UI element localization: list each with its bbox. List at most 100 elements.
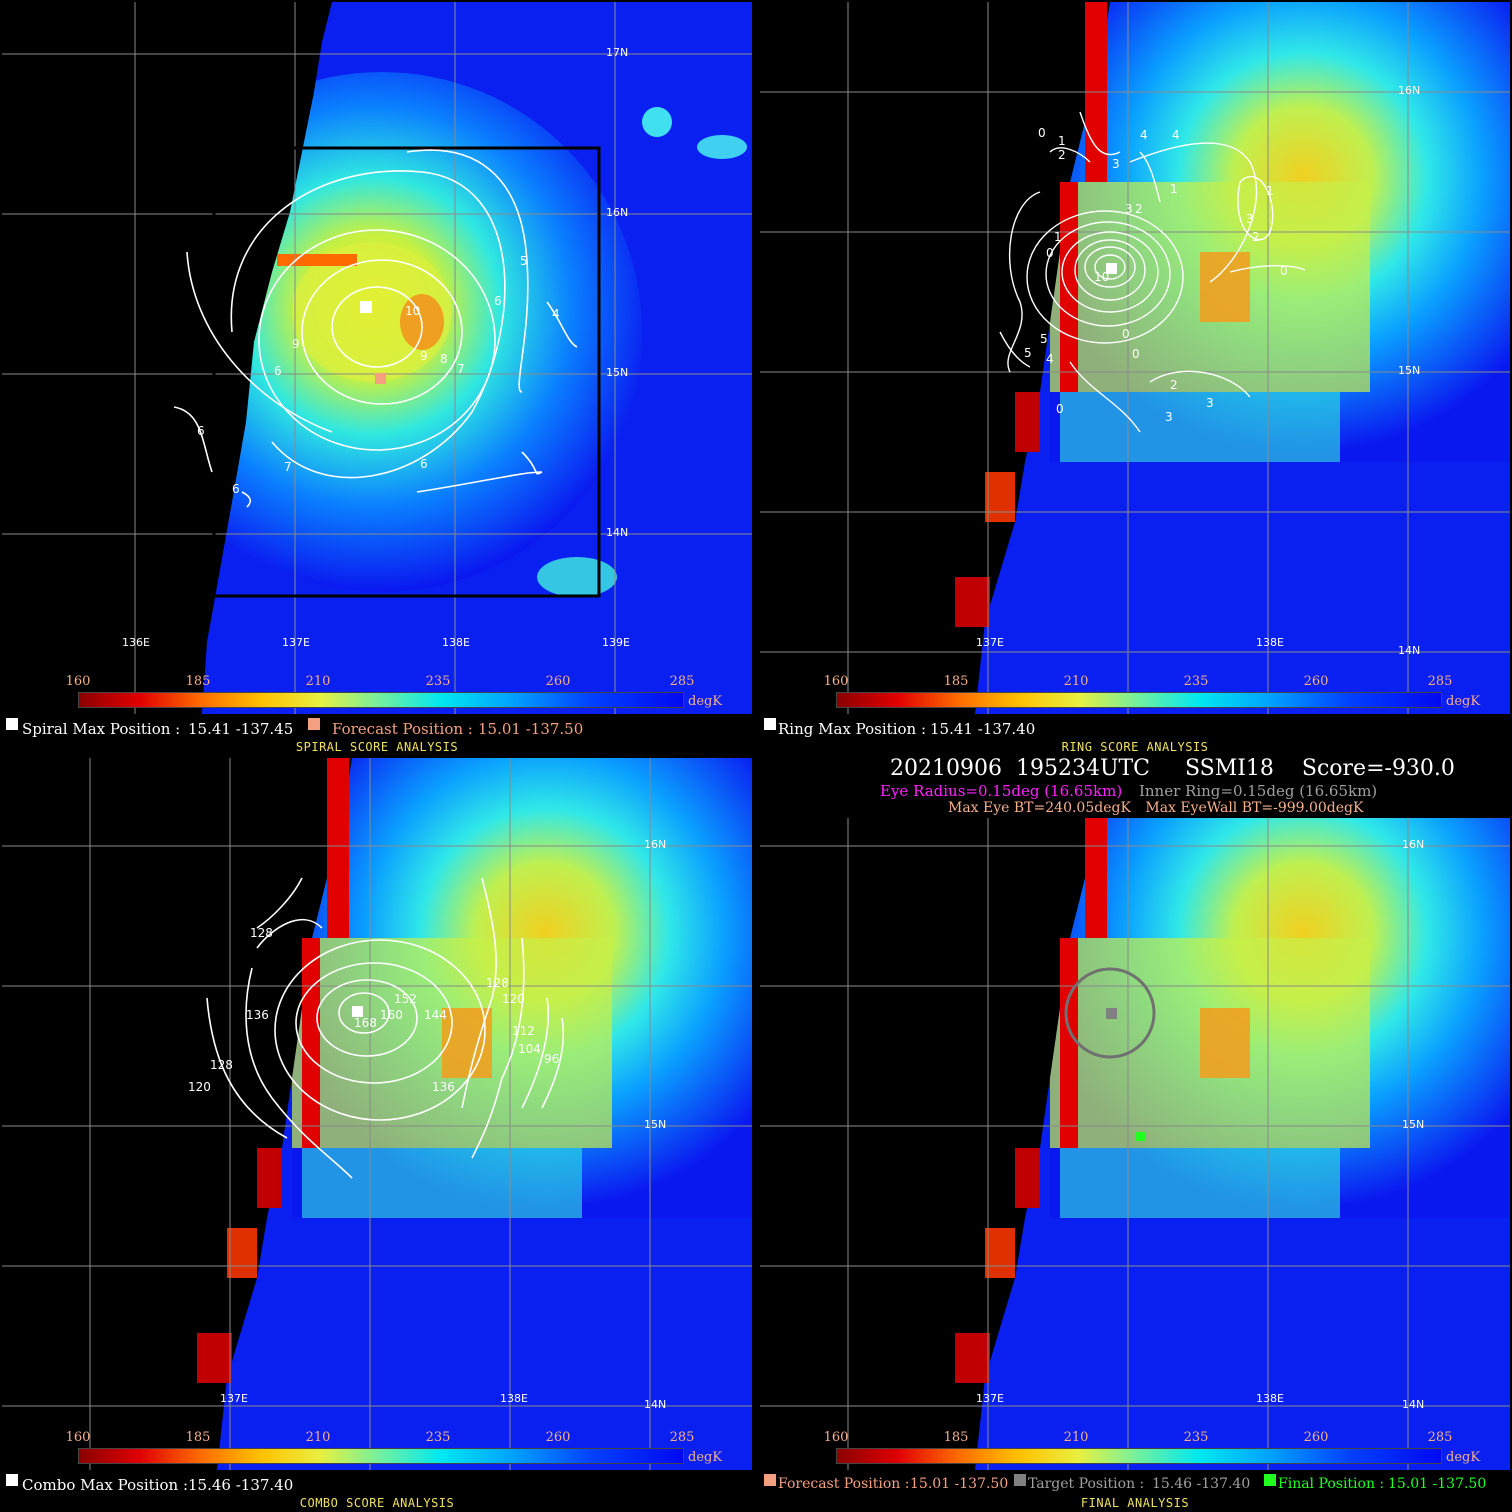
lon-label: 138E — [1256, 1392, 1284, 1405]
target-marker — [1106, 1008, 1117, 1019]
forecast-legend-square — [308, 718, 320, 730]
contour-label: 0 — [1132, 347, 1140, 361]
contour-label: 0 — [1038, 126, 1046, 140]
colorbar-tick: 285 — [1427, 674, 1453, 689]
lon-label: 139E — [602, 636, 630, 649]
colorbar-ticks: 160 185 210 235 260 285 — [760, 1430, 1510, 1446]
lon-label: 138E — [500, 1392, 528, 1405]
contour-label: 4 — [552, 307, 560, 321]
contour-label: 144 — [424, 1008, 447, 1022]
forecast-label: Forecast Position : — [778, 1476, 910, 1492]
contour-label: 128 — [250, 926, 273, 940]
contour-label: 2 — [1170, 378, 1178, 392]
spiral-max-label: Spiral Max Position : — [22, 720, 181, 738]
colorbar-tick: 210 — [305, 1430, 331, 1445]
spiral-info-bar: Spiral Max Position : 15.41 -137.45 Fore… — [2, 714, 752, 752]
forecast-legend-square — [764, 1474, 776, 1486]
lat-label: 14N — [1398, 644, 1421, 657]
contour-label: 152 — [394, 992, 417, 1006]
combo-map — [2, 758, 752, 1470]
colorbar-unit: degK — [1446, 694, 1481, 709]
contour-label: 128 — [486, 976, 509, 990]
forecast-label: Forecast Position : — [332, 720, 473, 738]
contour-label: 120 — [502, 992, 525, 1006]
contour-label: 7 — [284, 460, 292, 474]
panel-title: COMBO SCORE ANALYSIS — [299, 1496, 455, 1508]
lon-label: 137E — [976, 1392, 1004, 1405]
contour-label: 3 — [1165, 410, 1173, 424]
contour-label: 5 — [1040, 332, 1048, 346]
final-label: Final Position : — [1278, 1476, 1385, 1492]
contour-label: 1 — [1266, 184, 1274, 198]
inner-ring-circle — [1064, 967, 1156, 1059]
colorbar-tick: 160 — [823, 1430, 849, 1445]
contour-label: 5 — [1024, 346, 1032, 360]
colorbar-tick: 235 — [425, 674, 451, 689]
combo-max-label: Combo Max Position : — [22, 1476, 189, 1494]
colorbar-ticks: 160 185 210 235 260 285 — [2, 674, 752, 690]
colorbar-tick: 235 — [425, 1430, 451, 1445]
final-map — [760, 758, 1510, 1470]
contour-label: 1 — [1170, 182, 1178, 196]
contour-label: 0 — [1056, 402, 1064, 416]
colorbar-tick: 185 — [185, 674, 211, 689]
lon-label: 138E — [1256, 636, 1284, 649]
colorbar-ticks: 160 185 210 235 260 285 — [760, 674, 1510, 690]
contour-label: 4 — [1140, 128, 1148, 142]
ring-panel: 0 1 2 3 4 4 1 3 2 1 3 2 0 0 1 5 5 4 0 0 … — [760, 2, 1510, 752]
contour-label: 136 — [246, 1008, 269, 1022]
contour-label: 9 — [292, 337, 300, 351]
lat-label: 15N — [1402, 1118, 1425, 1131]
contour-label: 104 — [518, 1042, 541, 1056]
final-value: 15.01 -137.50 — [1388, 1476, 1487, 1492]
colorbar-tick: 235 — [1183, 1430, 1209, 1445]
max-eye-bt: Max Eye BT=240.05degK — [948, 800, 1131, 816]
target-label: Target Position : — [1028, 1476, 1145, 1492]
combo-max-legend-square — [6, 1474, 18, 1486]
final-header: 20210906 195234UTC SSMI18 Score=-930.0 E… — [876, 758, 1510, 818]
colorbar-tick: 185 — [185, 1430, 211, 1445]
lat-label: 15N — [644, 1118, 667, 1131]
colorbar-unit: degK — [688, 1450, 723, 1465]
lat-label: 15N — [606, 366, 629, 379]
contour-label: 0 — [1280, 264, 1288, 278]
colorbar-tick: 260 — [545, 1430, 571, 1445]
colorbar-tick: 285 — [669, 674, 695, 689]
contour-label: 160 — [380, 1008, 403, 1022]
contour-label: 136 — [432, 1080, 455, 1094]
colorbar-tick: 210 — [305, 674, 331, 689]
contour-label: 6 — [232, 482, 240, 496]
contour-label: 10 — [405, 304, 421, 318]
lat-label: 16N — [606, 206, 629, 219]
contour-label: 0 — [1122, 327, 1130, 341]
contour-label: 7 — [457, 362, 465, 376]
colorbar-tick: 260 — [1303, 674, 1329, 689]
lon-label: 138E — [442, 636, 470, 649]
final-info-bar: Forecast Position : 15.01 -137.50 Target… — [760, 1470, 1510, 1508]
contour-label: 112 — [512, 1024, 535, 1038]
combo-info-bar: Combo Max Position : 15.46 -137.40 COMBO… — [2, 1470, 752, 1508]
lat-label: 14N — [606, 526, 629, 539]
colorbar-tick: 160 — [823, 674, 849, 689]
contour-label: 10 — [1094, 270, 1110, 284]
combo-panel: 128 136 128 120 152 168 160 144 136 128 … — [2, 758, 752, 1508]
combo-max-value: 15.46 -137.40 — [188, 1476, 294, 1494]
lat-label: 14N — [644, 1398, 667, 1411]
forecast-value: 15.01 -137.50 — [478, 720, 584, 738]
ring-info-bar: Ring Max Position : 15.41 -137.40 RING S… — [760, 714, 1510, 752]
final-panel: 20210906 195234UTC SSMI18 Score=-930.0 E… — [760, 758, 1510, 1508]
header-bt-line: Max Eye BT=240.05degK Max EyeWall BT=-99… — [948, 800, 1363, 816]
contour-label: 6 — [197, 424, 205, 438]
header-radius-line: Eye Radius=0.15deg (16.65km) Inner Ring=… — [880, 782, 1377, 800]
panel-title: RING SCORE ANALYSIS — [1061, 740, 1209, 752]
eye-radius: Eye Radius=0.15deg (16.65km) — [880, 782, 1123, 800]
contour-label: 1 — [1058, 134, 1066, 148]
contour-label: 3 — [1246, 212, 1254, 226]
ring-max-legend-square — [764, 718, 776, 730]
contour-label: 3 — [1206, 396, 1214, 410]
lat-label: 14N — [1402, 1398, 1425, 1411]
inner-ring: Inner Ring=0.15deg (16.65km) — [1138, 782, 1378, 800]
lat-label: 15N — [1398, 364, 1421, 377]
forecast-value: 15.01 -137.50 — [910, 1476, 1009, 1492]
contour-label: 4 — [1046, 352, 1054, 366]
